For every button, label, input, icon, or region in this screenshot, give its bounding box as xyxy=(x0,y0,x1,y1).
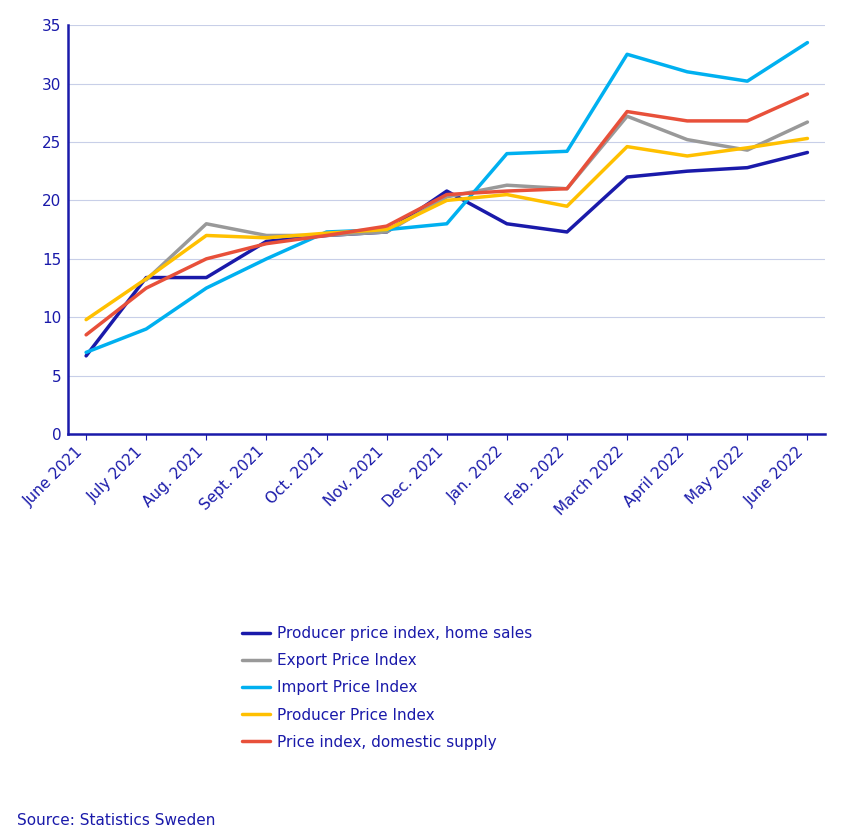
Price index, domestic supply xyxy=(261,239,271,249)
Producer Price Index xyxy=(141,274,151,284)
Export Price Index xyxy=(322,230,332,240)
Price index, domestic supply xyxy=(502,186,512,196)
Producer price index, home sales xyxy=(141,272,151,282)
Producer price index, home sales xyxy=(502,219,512,229)
Export Price Index xyxy=(683,134,693,144)
Price index, domestic supply xyxy=(322,230,332,240)
Producer price index, home sales xyxy=(562,227,572,237)
Producer price index, home sales xyxy=(201,272,211,282)
Producer Price Index xyxy=(502,190,512,200)
Price index, domestic supply xyxy=(141,283,151,293)
Import Price Index xyxy=(261,254,271,264)
Producer price index, home sales xyxy=(742,163,752,173)
Price index, domestic supply xyxy=(562,184,572,194)
Price index, domestic supply xyxy=(201,254,211,264)
Line: Import Price Index: Import Price Index xyxy=(86,43,808,352)
Producer Price Index xyxy=(261,233,271,243)
Text: Source: Statistics Sweden: Source: Statistics Sweden xyxy=(17,813,215,828)
Export Price Index xyxy=(381,227,391,237)
Price index, domestic supply xyxy=(381,221,391,231)
Producer price index, home sales xyxy=(261,236,271,246)
Producer Price Index xyxy=(622,142,632,152)
Line: Producer Price Index: Producer Price Index xyxy=(86,139,808,320)
Import Price Index xyxy=(742,76,752,86)
Price index, domestic supply xyxy=(742,116,752,126)
Producer Price Index xyxy=(381,225,391,235)
Producer Price Index xyxy=(802,134,813,144)
Import Price Index xyxy=(141,324,151,334)
Producer price index, home sales xyxy=(381,227,391,237)
Export Price Index xyxy=(261,230,271,240)
Line: Price index, domestic supply: Price index, domestic supply xyxy=(86,94,808,335)
Export Price Index xyxy=(442,192,452,202)
Export Price Index xyxy=(562,184,572,194)
Legend: Producer price index, home sales, Export Price Index, Import Price Index, Produc: Producer price index, home sales, Export… xyxy=(243,626,533,750)
Export Price Index xyxy=(201,219,211,229)
Export Price Index xyxy=(502,180,512,190)
Producer Price Index xyxy=(322,228,332,238)
Producer price index, home sales xyxy=(802,148,813,158)
Producer Price Index xyxy=(742,143,752,153)
Price index, domestic supply xyxy=(802,89,813,99)
Price index, domestic supply xyxy=(442,190,452,200)
Export Price Index xyxy=(622,111,632,121)
Import Price Index xyxy=(201,283,211,293)
Export Price Index xyxy=(802,117,813,127)
Line: Producer price index, home sales: Producer price index, home sales xyxy=(86,153,808,356)
Import Price Index xyxy=(502,149,512,159)
Import Price Index xyxy=(802,38,813,48)
Producer price index, home sales xyxy=(622,172,632,182)
Import Price Index xyxy=(381,225,391,235)
Line: Export Price Index: Export Price Index xyxy=(146,116,808,280)
Price index, domestic supply xyxy=(683,116,693,126)
Producer Price Index xyxy=(683,151,693,161)
Import Price Index xyxy=(322,227,332,237)
Export Price Index xyxy=(141,275,151,285)
Producer price index, home sales xyxy=(322,230,332,240)
Import Price Index xyxy=(622,49,632,59)
Import Price Index xyxy=(683,67,693,77)
Import Price Index xyxy=(562,146,572,156)
Producer Price Index xyxy=(201,230,211,240)
Export Price Index xyxy=(742,145,752,155)
Producer Price Index xyxy=(81,315,91,325)
Price index, domestic supply xyxy=(81,330,91,340)
Producer Price Index xyxy=(562,201,572,211)
Price index, domestic supply xyxy=(622,107,632,117)
Producer price index, home sales xyxy=(683,166,693,176)
Producer Price Index xyxy=(442,195,452,205)
Import Price Index xyxy=(81,347,91,357)
Import Price Index xyxy=(442,219,452,229)
Producer price index, home sales xyxy=(81,351,91,361)
Producer price index, home sales xyxy=(442,186,452,196)
